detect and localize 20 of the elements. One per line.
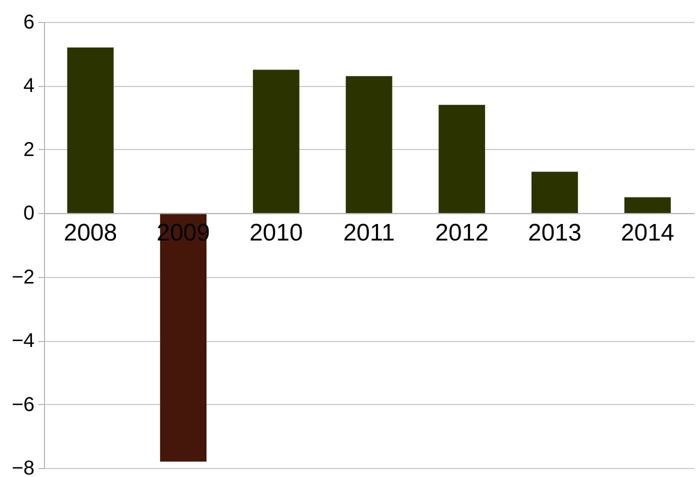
bar — [532, 172, 578, 214]
bar — [67, 47, 114, 214]
x-tick-label: 2008 — [64, 220, 118, 247]
bar — [624, 197, 671, 214]
bar — [346, 76, 392, 214]
y-tick-label: 6 — [23, 12, 34, 34]
y-tick-label: 0 — [23, 202, 34, 225]
y-tick-label: −2 — [12, 266, 34, 288]
y-tick-label: 4 — [23, 75, 34, 98]
y-tick-label: −6 — [12, 394, 34, 416]
y-tick-label: −4 — [12, 330, 34, 352]
bar — [252, 70, 300, 214]
x-tick-label: 2012 — [435, 220, 489, 247]
x-tick-label: 2010 — [249, 220, 303, 247]
x-tick-label: 2014 — [620, 220, 674, 247]
x-tick-label: 2011 — [343, 220, 395, 247]
y-tick-label: −8 — [12, 458, 34, 477]
x-tick-label: 2013 — [528, 220, 582, 247]
y-tick-label: 2 — [23, 138, 34, 161]
bar — [438, 104, 486, 214]
